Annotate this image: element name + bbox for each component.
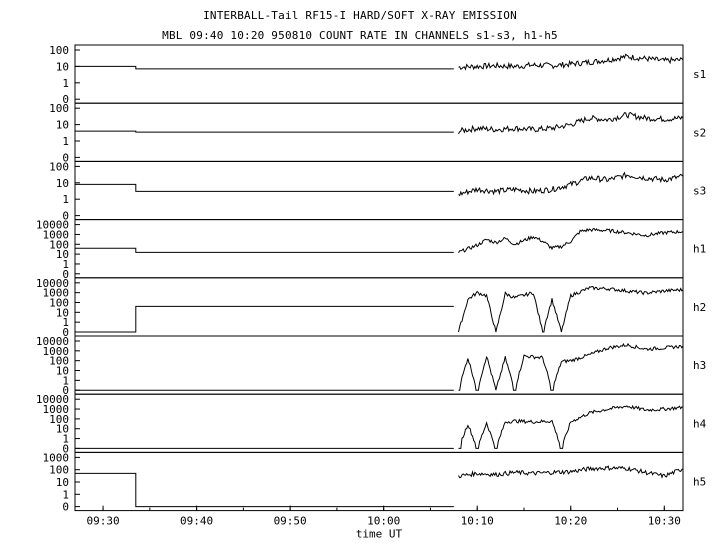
baseline-s2 [75, 130, 454, 133]
y-tick-label: 1000 [43, 228, 70, 241]
y-tick-label: 100 [49, 160, 69, 173]
panel-frame-h3 [74, 335, 684, 395]
y-tick-label: 10 [56, 60, 69, 73]
panel-label-s3: s3 [693, 185, 706, 198]
panel-frame-h5 [74, 451, 684, 512]
y-tick-label: 0 [62, 93, 69, 106]
y-tick-label: 100 [49, 355, 69, 368]
y-tick-label: 10000 [36, 393, 69, 406]
x-tick-label: 09:40 [180, 515, 213, 528]
y-tick-label: 100 [49, 44, 69, 57]
x-tick-label: 09:30 [86, 515, 119, 528]
panel-label-s2: s2 [693, 126, 706, 139]
y-tick-label: 100 [49, 238, 69, 251]
series-s1 [458, 53, 684, 71]
y-tick-label: 1 [62, 488, 69, 501]
series-h3 [458, 342, 684, 391]
y-tick-label: 0 [62, 501, 69, 514]
y-tick-label: 0 [62, 442, 69, 455]
y-tick-label: 0 [62, 268, 69, 281]
panel-label-h4: h4 [693, 417, 707, 430]
series-h4 [458, 404, 684, 449]
y-tick-label: 100 [49, 102, 69, 115]
y-tick-label: 10000 [36, 219, 69, 232]
panel-label-h2: h2 [693, 301, 706, 314]
baseline-h2 [75, 305, 454, 333]
x-tick-label: 10:20 [554, 515, 587, 528]
y-tick-label: 1 [62, 433, 69, 446]
y-tick-label: 10000 [36, 335, 69, 348]
y-tick-label: 10 [56, 476, 69, 489]
y-tick-label: 1 [62, 77, 69, 90]
baseline-h1 [75, 247, 454, 253]
y-tick-label: 10 [56, 423, 69, 436]
series-h2 [458, 285, 684, 333]
y-tick-label: 1000 [43, 345, 70, 358]
panel-label-h5: h5 [693, 476, 706, 489]
panel-frame-h4 [74, 393, 684, 453]
y-tick-label: 10 [56, 119, 69, 132]
y-tick-label: 100 [49, 464, 69, 477]
x-axis-label: time UT [356, 528, 403, 541]
series-s3 [458, 171, 684, 197]
y-tick-label: 10 [56, 248, 69, 261]
y-tick-label: 1000 [43, 287, 70, 300]
panel-frame-h1 [74, 219, 684, 279]
y-tick-label: 1 [62, 374, 69, 387]
y-tick-label: 1 [62, 135, 69, 148]
y-tick-label: 0 [62, 151, 69, 164]
y-tick-label: 100 [49, 413, 69, 426]
series-h5 [458, 465, 684, 479]
y-tick-label: 1000 [43, 403, 70, 416]
y-tick-label: 100 [49, 296, 69, 309]
baseline-h5 [75, 472, 454, 508]
panel-frame-s3 [74, 160, 684, 221]
y-tick-label: 1000 [43, 451, 70, 464]
y-tick-label: 10000 [36, 277, 69, 290]
y-tick-label: 0 [62, 210, 69, 223]
panel-label-h1: h1 [693, 243, 706, 256]
x-tick-label: 10:00 [367, 515, 400, 528]
baseline-s3 [75, 183, 454, 192]
y-tick-label: 10 [56, 177, 69, 190]
y-tick-label: 1 [62, 316, 69, 329]
y-tick-label: 10 [56, 365, 69, 378]
chart-title: INTERBALL-Tail RF15-I HARD/SOFT X-RAY EM… [203, 9, 517, 22]
y-tick-label: 10 [56, 306, 69, 319]
panel-frame-s1 [74, 44, 684, 104]
panel-label-s1: s1 [693, 68, 706, 81]
x-tick-label: 10:30 [648, 515, 681, 528]
chart-subtitle: MBL 09:40 10:20 950810 COUNT RATE IN CHA… [162, 29, 558, 42]
panel-label-h3: h3 [693, 359, 706, 372]
y-tick-label: 0 [62, 384, 69, 397]
x-tick-label: 10:10 [461, 515, 494, 528]
baseline-s1 [75, 65, 454, 70]
series-s2 [458, 111, 684, 134]
y-tick-label: 1 [62, 258, 69, 271]
x-tick-label: 09:50 [274, 515, 307, 528]
y-tick-label: 0 [62, 326, 69, 339]
y-tick-label: 1 [62, 193, 69, 206]
series-h1 [458, 227, 684, 253]
